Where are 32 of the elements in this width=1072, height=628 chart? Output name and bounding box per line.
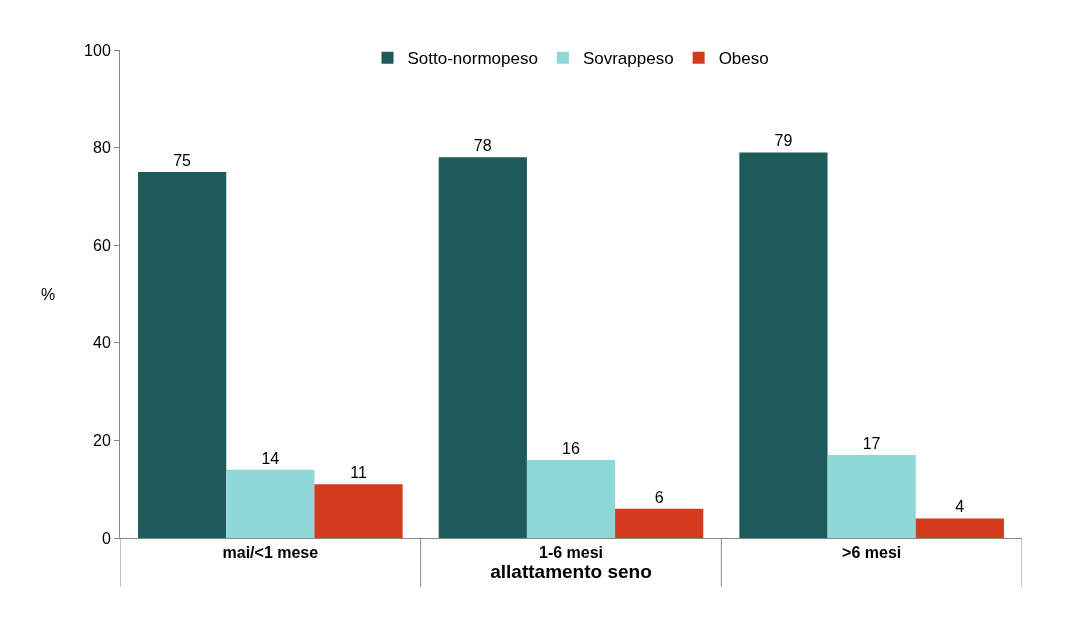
data-label: 4 xyxy=(955,498,965,516)
y-tick-label: 20 xyxy=(93,432,111,449)
data-label: 17 xyxy=(862,435,881,453)
x-tick-label: >6 mesi xyxy=(842,544,902,562)
y-tick-label: 80 xyxy=(93,139,111,157)
bar xyxy=(739,152,828,538)
bar xyxy=(827,455,916,538)
y-axis-title: % xyxy=(41,286,56,303)
bar xyxy=(226,469,315,538)
data-label: 14 xyxy=(261,449,280,467)
y-tick-label: 40 xyxy=(93,334,111,352)
data-label: 16 xyxy=(562,439,580,457)
x-axis-title: allattamento seno xyxy=(490,561,652,583)
bar xyxy=(526,459,616,538)
data-label: 6 xyxy=(654,488,664,506)
y-tick-label: 100 xyxy=(84,41,111,59)
bar xyxy=(615,508,704,538)
data-label: 11 xyxy=(350,464,367,482)
x-tick-label: mai/<1 mese xyxy=(222,544,319,562)
bar xyxy=(314,484,403,538)
y-tick-label: 60 xyxy=(93,236,111,254)
data-label: 78 xyxy=(473,137,492,155)
data-label: 79 xyxy=(774,132,793,150)
bar xyxy=(438,157,527,538)
x-tick-label: 1-6 mesi xyxy=(538,544,604,562)
legend-label: Sovrappeso xyxy=(582,49,674,69)
data-label: 75 xyxy=(173,152,192,169)
legend-label: Obeso xyxy=(718,49,769,69)
bar xyxy=(915,518,1004,538)
y-tick-label: 0 xyxy=(101,529,111,547)
legend-label: Sotto-normopeso xyxy=(407,49,538,69)
bar xyxy=(138,172,227,538)
